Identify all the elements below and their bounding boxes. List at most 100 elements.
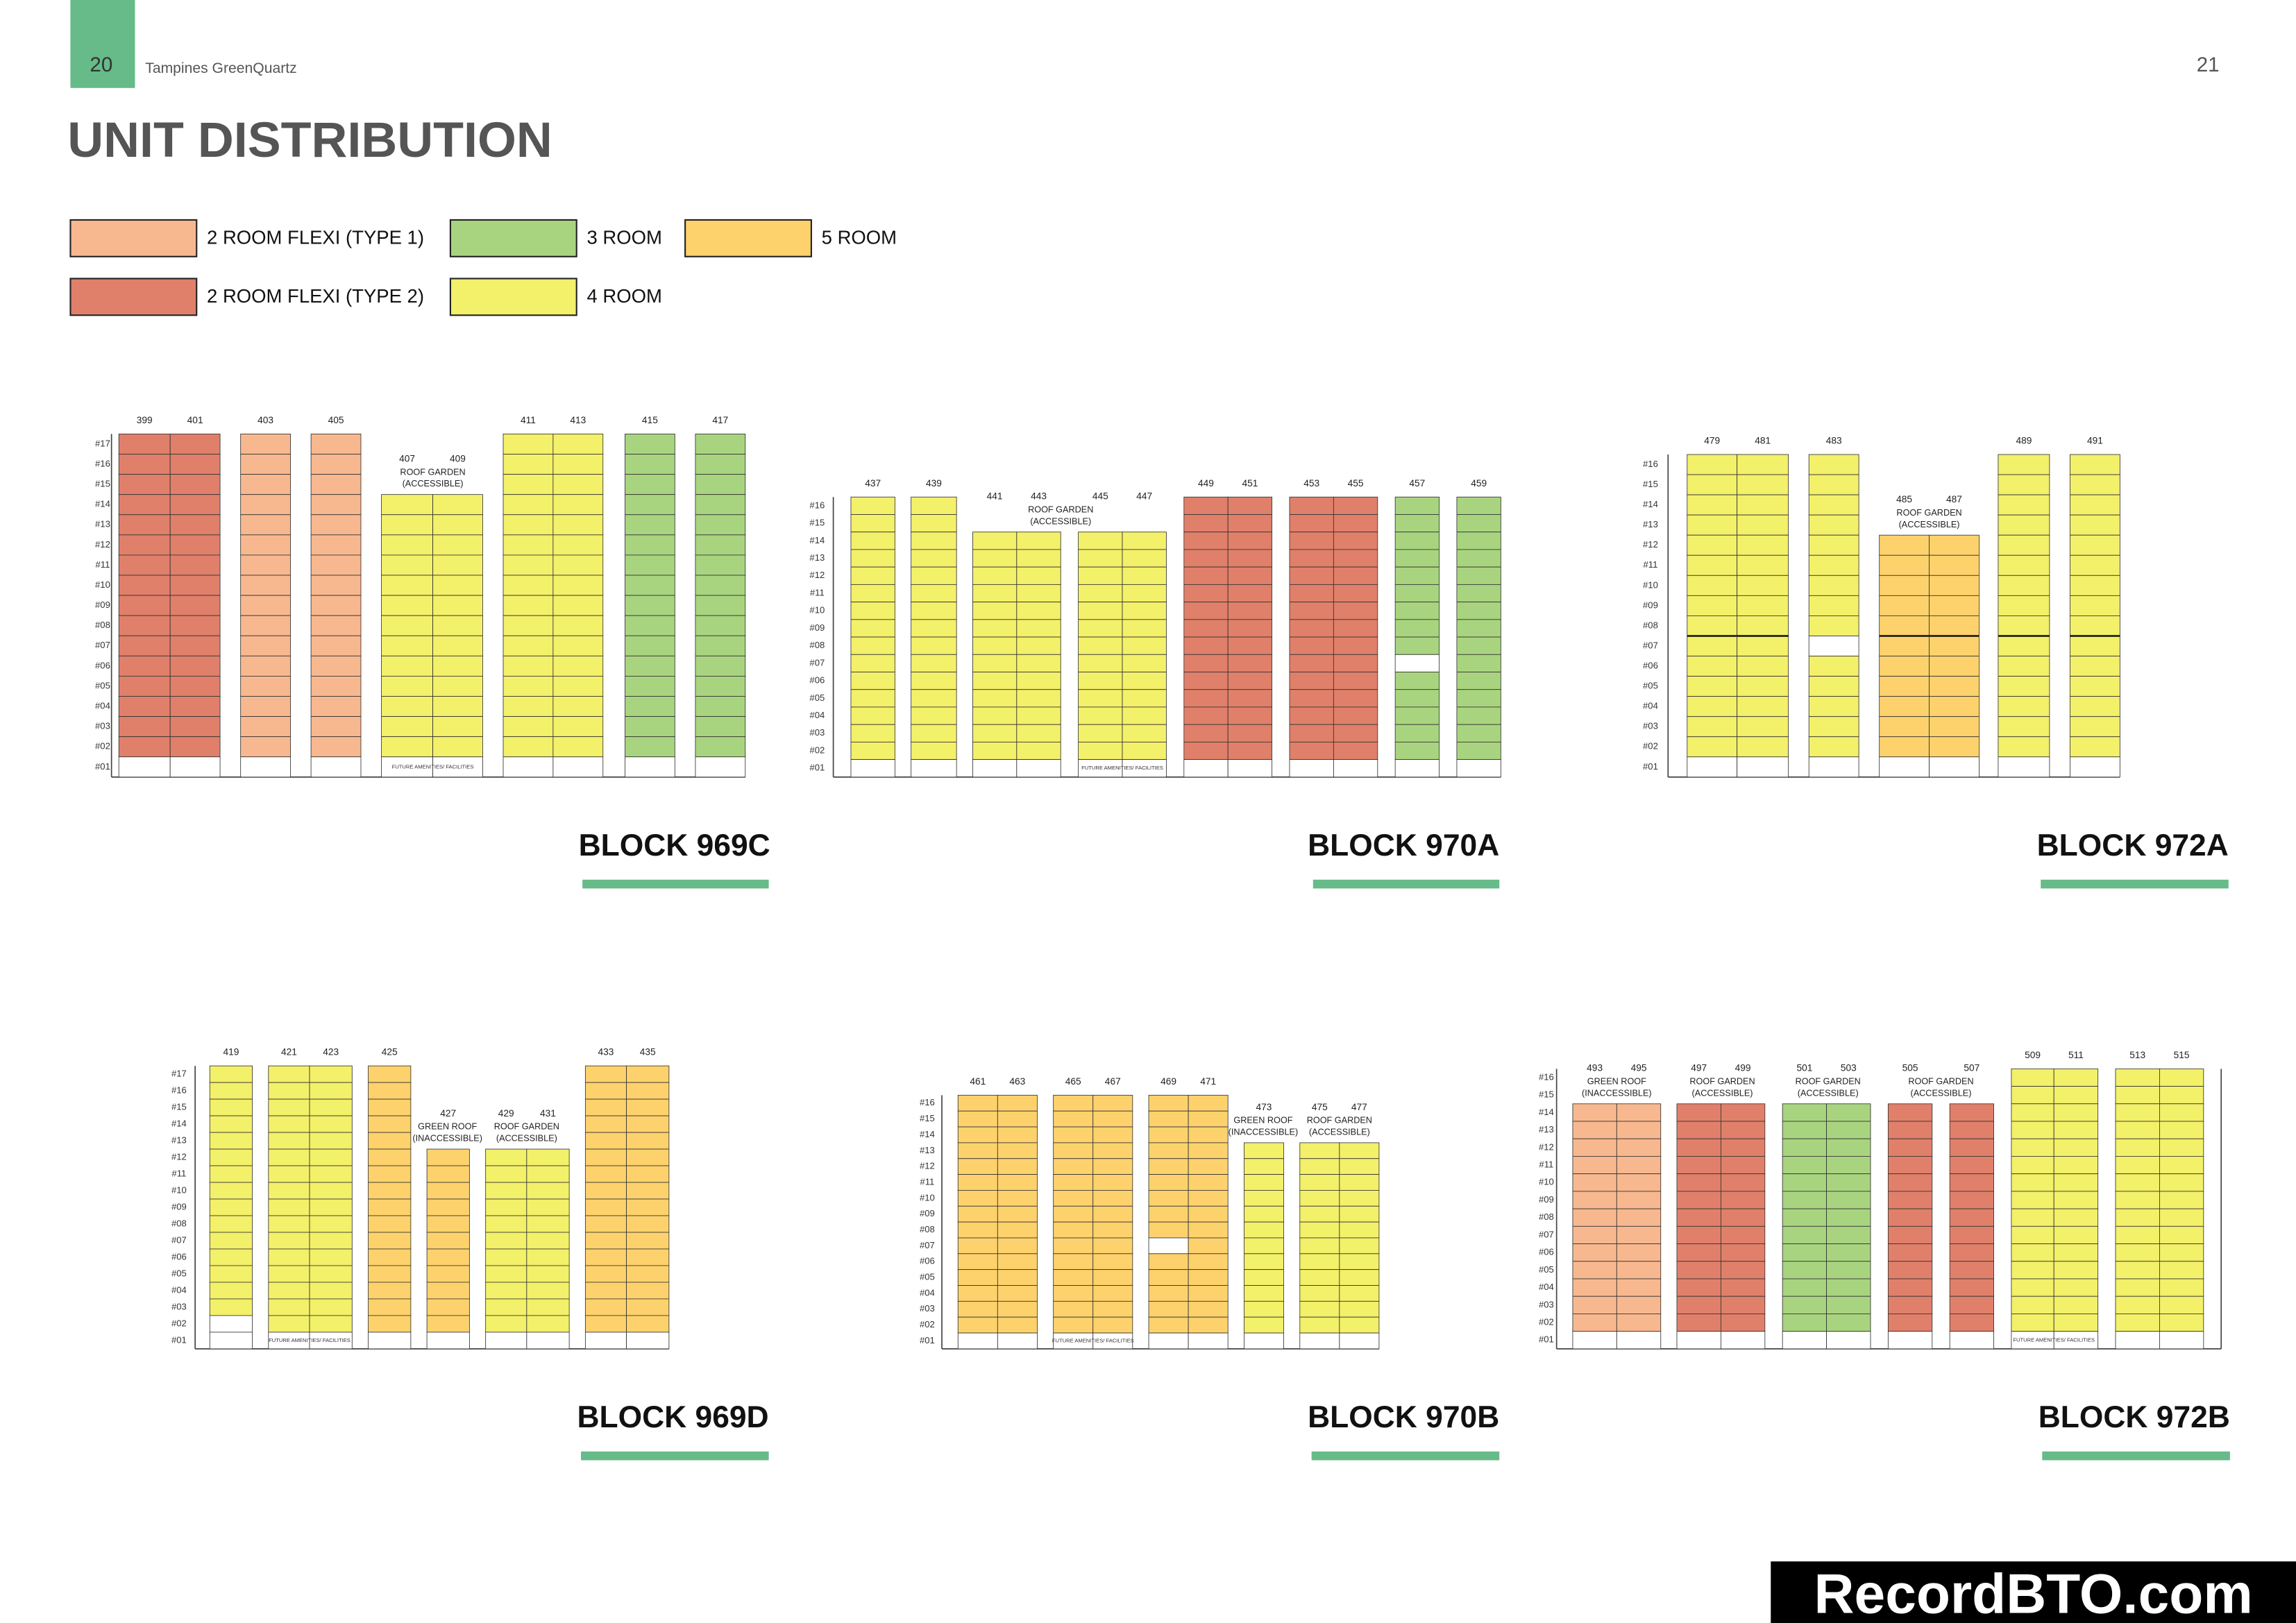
roof-note: ROOF GARDEN [1689,1076,1755,1086]
unit-cell [1676,1191,1721,1209]
floor-label: #08 [95,620,110,630]
empty-cell [997,1332,1038,1350]
unit-cell [240,595,291,616]
unit-cell [1188,1221,1229,1239]
unit-number: 403 [258,415,273,425]
floor-label: #12 [809,570,825,580]
unit-cell [209,1115,253,1133]
unit-cell [118,434,171,454]
unit-cell [309,1315,353,1333]
unit-cell [911,689,957,708]
unit-cell [1998,696,2050,717]
unit-cell [1737,636,1789,656]
unit-cell [695,494,746,516]
unit-cell [1998,534,2050,556]
unit-cell [2053,1225,2099,1244]
unit-number: 507 [1964,1063,1980,1073]
unit-cell [625,554,675,576]
unit-cell [268,1098,310,1116]
unit-cell [997,1316,1038,1334]
unit-cell [1949,1103,1994,1122]
unit-cell [1122,549,1167,568]
unit-cell [1887,1295,1933,1314]
unit-cell [169,716,221,738]
roof-note: ROOF GARDEN [1896,508,1961,518]
unit-cell [2159,1121,2204,1139]
unit-number: 501 [1796,1063,1812,1073]
floor-label: #05 [95,680,110,690]
unit-cell [381,595,433,616]
unit-cell [1339,1190,1380,1207]
floor-label: #02 [171,1318,187,1328]
unit-cell [209,1182,253,1200]
empty-cell [426,1332,470,1350]
unit-cell [957,1142,998,1159]
unit-cell [850,532,895,550]
unit-cell [1183,514,1229,533]
unit-cell [1720,1225,1766,1244]
unit-cell [1782,1225,1827,1244]
unit-cell [503,736,554,758]
unit-cell [584,1265,627,1283]
unit-cell [911,724,957,742]
block-underline [2041,879,2229,889]
unit-cell [432,635,483,656]
unit-cell [118,494,171,516]
legend-label: 2 ROOM FLEXI (TYPE 2) [207,285,424,307]
unit-cell [432,655,483,677]
unit-cell [432,494,483,516]
unit-number: 451 [1242,478,1258,488]
unit-cell [268,1182,310,1200]
unit-cell [2053,1103,2099,1122]
unit-cell [169,534,221,556]
unit-cell [1929,736,1980,758]
unit-cell [368,1232,412,1250]
unit-cell [1394,496,1440,515]
unit-cell [526,1315,570,1333]
unit-cell [1998,575,2050,596]
floor-label: #13 [95,519,110,529]
unit-cell [1782,1156,1827,1175]
empty-cell [381,756,433,778]
unit-cell [1122,706,1167,725]
unit-cell [997,1300,1038,1318]
unit-cell [2115,1173,2160,1192]
floor-label: #12 [1539,1141,1554,1152]
unit-cell [169,434,221,454]
unit-number: 453 [1303,478,1319,488]
unit-cell [169,676,221,697]
unit-cell [309,1098,353,1116]
unit-cell [972,602,1018,620]
unit-cell [1808,514,1859,536]
unit-cell [1456,724,1501,742]
block-name: BLOCK 972A [2037,829,2229,863]
unit-cell [1227,514,1273,533]
unit-cell [485,1248,527,1266]
unit-cell [1782,1278,1827,1297]
unit-cell [2011,1103,2054,1122]
unit-cell [1737,474,1789,495]
unit-cell [1078,636,1123,655]
unit-cell [552,454,604,475]
unit-cell [626,1082,670,1100]
unit-cell [381,575,433,596]
unit-cell [1737,454,1789,475]
empty-cell [1122,759,1167,778]
unit-cell [1720,1295,1766,1314]
unit-cell [1183,619,1229,638]
unit-cell [1616,1173,1662,1192]
unit-cell [309,1265,353,1283]
unit-cell [1078,584,1123,603]
unit-number: 487 [1946,494,1962,504]
unit-number: 411 [521,415,536,425]
floor-label: #11 [1539,1159,1553,1169]
empty-cell [1339,1332,1380,1350]
unit-cell [503,474,554,495]
unit-number: 443 [1031,491,1047,502]
unit-cell [1394,514,1440,533]
unit-cell [310,434,362,454]
unit-cell [2115,1068,2160,1087]
unit-cell [997,1110,1038,1128]
unit-cell [695,595,746,616]
empty-cell [1826,1331,1871,1350]
